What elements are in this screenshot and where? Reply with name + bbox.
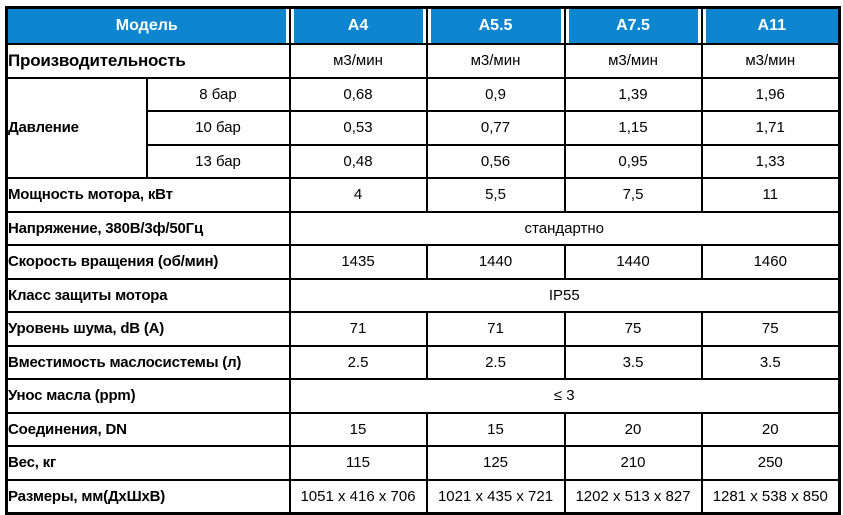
- spec-table: Модель A4 A5.5 A7.5 A11 Производительнос…: [5, 6, 842, 515]
- row-label-dimensions: Размеры, мм(ДхШхВ): [5, 478, 291, 514]
- row-label-weight: Вес, кг: [5, 445, 291, 481]
- row-label-oil-carryover: Унос масла (ppm): [5, 378, 291, 414]
- pressure-sublabel-13bar: 13 бар: [145, 143, 291, 179]
- pressure-row-13bar: 13 бар 0,48 0,56 0,95 1,33: [7, 143, 841, 179]
- dimensions-a7-5: 1202 x 513 x 827: [563, 478, 703, 514]
- row-label-connections: Соединения, DN: [5, 411, 291, 447]
- pressure-13bar-a11: 1,33: [700, 143, 841, 179]
- row-label-rotation-speed: Скорость вращения (об/мин): [5, 244, 291, 280]
- motor-power-a11: 11: [700, 177, 841, 213]
- motor-power-a7-5: 7,5: [563, 177, 703, 213]
- rotation-speed-a7-5: 1440: [563, 244, 703, 280]
- capacity-unit-a5-5: м3/мин: [425, 43, 566, 79]
- pressure-13bar-a4: 0,48: [288, 143, 428, 179]
- dimensions-row: Размеры, мм(ДхШхВ) 1051 x 416 x 706 1021…: [5, 478, 841, 514]
- pressure-13bar-a5-5: 0,56: [425, 143, 566, 179]
- pressure-sublabel-10bar: 10 бар: [145, 110, 291, 146]
- pressure-8bar-a7-5: 1,39: [563, 76, 703, 112]
- rotation-speed-a11: 1460: [700, 244, 841, 280]
- table-header-row: Модель A4 A5.5 A7.5 A11: [5, 6, 841, 45]
- weight-a11: 250: [700, 445, 841, 481]
- connections-a7-5: 20: [563, 411, 703, 447]
- dimensions-a5-5: 1021 x 435 x 721: [425, 478, 566, 514]
- oil-capacity-row: Вместимость маслосистемы (л) 2.5 2.5 3.5…: [5, 344, 841, 380]
- header-cell-a4: A4: [288, 6, 428, 45]
- model-a11-label: A11: [705, 9, 838, 43]
- connections-a5-5: 15: [425, 411, 566, 447]
- model-a5-5-label: A5.5: [430, 9, 561, 43]
- noise-level-a11: 75: [700, 311, 841, 347]
- rotation-speed-a5-5: 1440: [425, 244, 566, 280]
- row-label-protection-class: Класс защиты мотора: [5, 277, 291, 313]
- model-a4-label: A4: [293, 9, 423, 43]
- dimensions-a11: 1281 x 538 x 850: [700, 478, 841, 514]
- oil-capacity-a11: 3.5: [700, 344, 841, 380]
- weight-a7-5: 210: [563, 445, 703, 481]
- pressure-10bar-a7-5: 1,15: [563, 110, 703, 146]
- rotation-speed-a4: 1435: [288, 244, 428, 280]
- model-a7-5-label: A7.5: [568, 9, 698, 43]
- header-cell-a5-5: A5.5: [425, 6, 566, 45]
- row-label-motor-power: Мощность мотора, кВт: [5, 177, 291, 213]
- pressure-10bar-a11: 1,71: [700, 110, 841, 146]
- voltage-value: стандартно: [288, 210, 841, 246]
- motor-power-row: Мощность мотора, кВт 4 5,5 7,5 11: [5, 177, 841, 213]
- pressure-row-8bar: Давление 8 бар 0,68 0,9 1,39 1,96: [5, 76, 841, 179]
- row-label-voltage: Напряжение, 380В/3ф/50Гц: [5, 210, 291, 246]
- header-cell-a7-5: A7.5: [563, 6, 703, 45]
- weight-a5-5: 125: [425, 445, 566, 481]
- dimensions-a4: 1051 x 416 x 706: [288, 478, 428, 514]
- noise-level-a7-5: 75: [563, 311, 703, 347]
- protection-class-value: IP55: [288, 277, 841, 313]
- oil-capacity-a4: 2.5: [288, 344, 428, 380]
- row-label-capacity: Производительность: [5, 43, 291, 79]
- weight-a4: 115: [288, 445, 428, 481]
- motor-power-a4: 4: [288, 177, 428, 213]
- connections-a4: 15: [288, 411, 428, 447]
- pressure-10bar-a4: 0,53: [288, 110, 428, 146]
- pressure-8bar-a4: 0,68: [288, 76, 428, 112]
- header-cell-a11: A11: [700, 6, 841, 45]
- pressure-row-10bar: 10 бар 0,53 0,77 1,15 1,71: [7, 110, 841, 146]
- noise-level-row: Уровень шума, dB (A) 71 71 75 75: [5, 311, 841, 347]
- capacity-unit-a11: м3/мин: [700, 43, 841, 79]
- pressure-8bar-a11: 1,96: [700, 76, 841, 112]
- pressure-10bar-a5-5: 0,77: [425, 110, 566, 146]
- row-label-oil-capacity: Вместимость маслосистемы (л): [5, 344, 291, 380]
- weight-row: Вес, кг 115 125 210 250: [5, 445, 841, 481]
- oil-capacity-a7-5: 3.5: [563, 344, 703, 380]
- rotation-speed-row: Скорость вращения (об/мин) 1435 1440 144…: [5, 244, 841, 280]
- protection-class-row: Класс защиты мотора IP55: [5, 277, 841, 313]
- oil-carryover-row: Унос масла (ppm) ≤ 3: [5, 378, 841, 414]
- row-label-pressure: Давление: [5, 76, 148, 179]
- capacity-unit-a7-5: м3/мин: [563, 43, 703, 79]
- capacity-row: Производительность м3/мин м3/мин м3/мин …: [5, 43, 841, 79]
- pressure-8bar-a5-5: 0,9: [425, 76, 566, 112]
- oil-capacity-a5-5: 2.5: [425, 344, 566, 380]
- connections-a11: 20: [700, 411, 841, 447]
- connections-row: Соединения, DN 15 15 20 20: [5, 411, 841, 447]
- pressure-13bar-a7-5: 0,95: [563, 143, 703, 179]
- pressure-sublabel-8bar: 8 бар: [145, 76, 291, 112]
- motor-power-a5-5: 5,5: [425, 177, 566, 213]
- capacity-unit-a4: м3/мин: [288, 43, 428, 79]
- noise-level-a5-5: 71: [425, 311, 566, 347]
- oil-carryover-value: ≤ 3: [288, 378, 841, 414]
- noise-level-a4: 71: [288, 311, 428, 347]
- header-cell-model: Модель: [5, 6, 291, 45]
- model-header-label: Модель: [8, 9, 286, 43]
- voltage-row: Напряжение, 380В/3ф/50Гц стандартно: [5, 210, 841, 246]
- row-label-noise-level: Уровень шума, dB (A): [5, 311, 291, 347]
